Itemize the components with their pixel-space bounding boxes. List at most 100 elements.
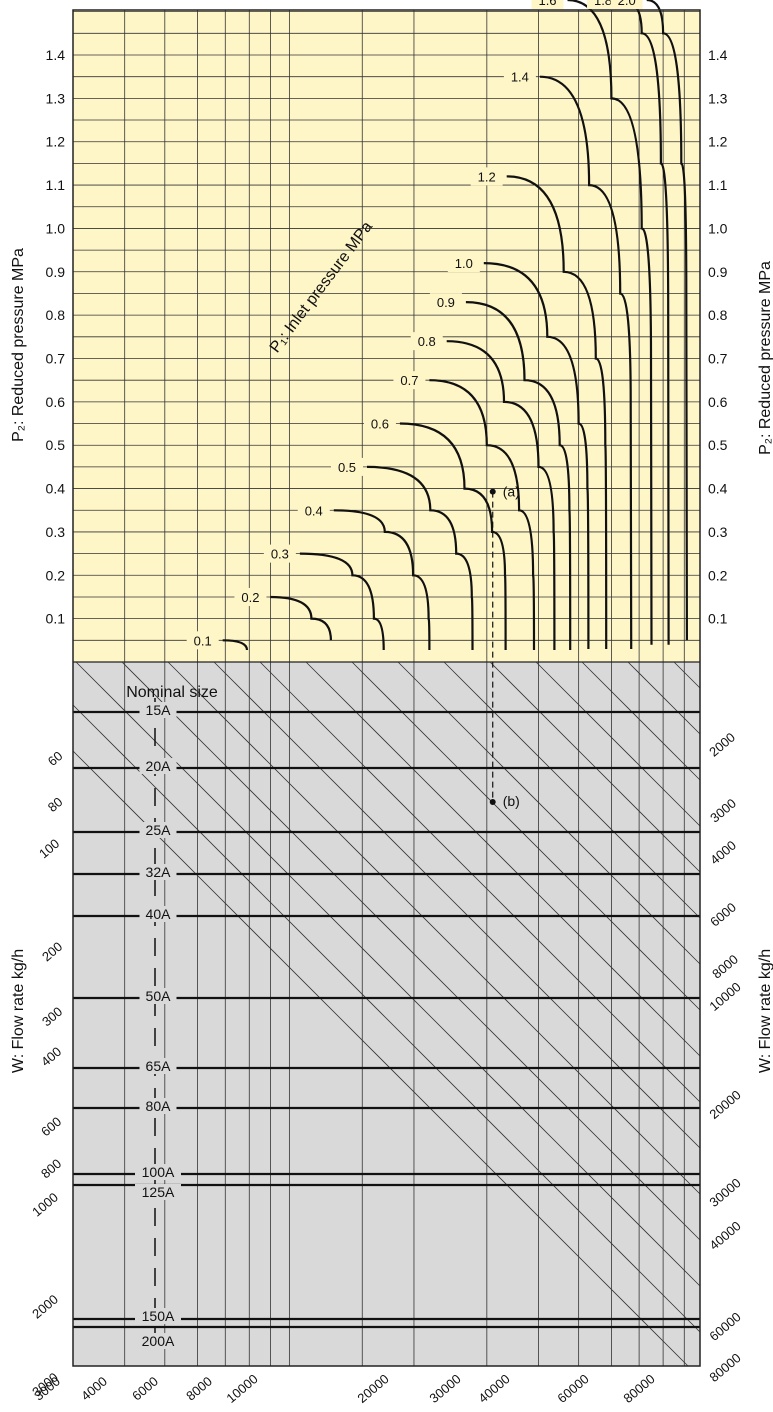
right-flow-tick-2000: 2000: [706, 730, 738, 760]
curve-label-bg: [587, 0, 620, 9]
right-flow-tick-10000: 10000: [706, 979, 743, 1014]
curve-label-0.8: 0.8: [418, 334, 436, 349]
flow-rate-diagonal: [167, 661, 701, 1195]
curve-label-bg: [470, 167, 503, 186]
nominal-size-label-bg: [139, 758, 177, 774]
inlet-curve-0.2: [270, 595, 332, 641]
nominal-size-label-bg: [139, 702, 177, 718]
flow-rate-diagonal: [121, 661, 701, 1241]
x-tick-20000: 20000: [354, 1371, 391, 1406]
curve-label-0.6: 0.6: [371, 417, 389, 432]
point-b: [489, 799, 496, 805]
left-flow-tick-600: 600: [38, 1114, 64, 1139]
y-tick-left-1.4: 1.4: [46, 47, 66, 63]
x-tick-80000: 80000: [620, 1371, 657, 1406]
y-tick-right-0.4: 0.4: [708, 481, 728, 497]
nominal-size-label-bg: [139, 906, 177, 922]
right-flow-tick-20000: 20000: [706, 1087, 743, 1122]
point-a: [489, 488, 496, 495]
y-tick-left-1.3: 1.3: [46, 90, 66, 106]
y-tick-right-0.9: 0.9: [708, 264, 728, 280]
nominal-size-label-15A: 15A: [146, 702, 172, 718]
inlet-curve-1.2: [506, 175, 608, 650]
curve-label-bg: [610, 0, 643, 9]
curve-label-1.4: 1.4: [511, 70, 529, 85]
right-flow-tick-80000: 80000: [706, 1350, 743, 1385]
flow-rate-diagonal: [72, 704, 701, 1333]
nominal-size-label-bg: [139, 988, 177, 1004]
x-tick-4000: 4000: [78, 1374, 110, 1404]
inlet-curve-1.6: [567, 0, 653, 645]
flow-rate-diagonal: [673, 661, 701, 689]
y-tick-left-0.7: 0.7: [46, 351, 66, 367]
x-tick-60000: 60000: [554, 1371, 591, 1406]
inlet-pressure-curves: [222, 0, 688, 651]
y-tick-right-0.3: 0.3: [708, 524, 728, 540]
curve-label-0.5: 0.5: [338, 460, 356, 475]
inlet-curve-0.1: [222, 639, 249, 651]
y-tick-right-1.1: 1.1: [708, 177, 728, 193]
y-tick-left-0.2: 0.2: [46, 567, 66, 583]
nominal-size-label-bg: [135, 1164, 181, 1180]
inlet-curve-0.5: [366, 465, 474, 651]
curve-label-bg: [263, 544, 296, 563]
nominal-size-label-bg: [139, 1058, 177, 1074]
y-tick-right-0.8: 0.8: [708, 307, 728, 323]
y-tick-right-0.1: 0.1: [708, 611, 728, 627]
flow-rate-diagonal: [72, 750, 689, 1367]
nominal-size-label-bg: [139, 864, 177, 880]
left-flow-tick-300: 300: [39, 1004, 65, 1029]
nominal-size-label-40A: 40A: [146, 906, 172, 922]
left-flow-tick-60: 60: [45, 748, 66, 769]
flow-rate-diagonal: [581, 661, 701, 781]
curve-label-bg: [503, 67, 536, 86]
y-tick-right-1.4: 1.4: [708, 47, 728, 63]
flow-title-right: W: Flow rate kg/h: [757, 949, 773, 1073]
left-flow-tick-2000: 2000: [29, 1292, 61, 1322]
y-tick-left-0.8: 0.8: [46, 307, 66, 323]
curve-label-bg: [447, 254, 480, 273]
left-flow-tick-80: 80: [45, 794, 66, 815]
flow-rate-diagonal: [351, 661, 701, 1011]
right-flow-tick-30000: 30000: [706, 1175, 743, 1210]
nominal-size-label-25A: 25A: [146, 822, 172, 838]
curve-label-bg: [234, 587, 267, 606]
nominal-size-label-bg: [139, 1098, 177, 1114]
nominal-size-label-bg: [139, 822, 177, 838]
y-tick-right-0.7: 0.7: [708, 351, 728, 367]
right-flow-tick-8000: 8000: [709, 952, 741, 982]
p2-title-right: P₂: Reduced pressure MPa: [757, 261, 773, 455]
x-tick-6000: 6000: [129, 1374, 161, 1404]
curve-label-0.2: 0.2: [241, 590, 259, 605]
flow-rate-diagonal: [627, 661, 701, 735]
y-tick-right-1.3: 1.3: [708, 90, 728, 106]
y-tick-right-1.0: 1.0: [708, 220, 728, 236]
curve-label-bg: [330, 457, 363, 476]
y-tick-left-1.0: 1.0: [46, 220, 66, 236]
nominal-size-label-80A: 80A: [146, 1098, 172, 1114]
y-tick-right-0.2: 0.2: [708, 567, 728, 583]
y-tick-left-0.5: 0.5: [46, 437, 66, 453]
flow-rate-diagonal: [535, 661, 701, 827]
curve-label-1.2: 1.2: [478, 169, 496, 184]
curve-label-bg: [297, 501, 330, 520]
inlet-curve-0.7: [429, 379, 536, 651]
curve-label-0.3: 0.3: [271, 547, 289, 562]
flow-rate-diagonal: [259, 661, 701, 1103]
y-tick-left-0.9: 0.9: [46, 264, 66, 280]
right-flow-tick-40000: 40000: [706, 1218, 743, 1253]
x-tick-40000: 40000: [475, 1371, 512, 1406]
left-flow-tick-400: 400: [38, 1044, 64, 1069]
curve-label-0.4: 0.4: [305, 503, 323, 518]
curve-label-1.8: 1.8: [594, 0, 612, 8]
diagonal-lines: [72, 661, 701, 1367]
flow-title-left: W: Flow rate kg/h: [10, 949, 27, 1073]
bottom-panel-background: [73, 662, 700, 1366]
curve-label-1.0: 1.0: [455, 256, 473, 271]
nominal-size-label-200A: 200A: [142, 1333, 175, 1349]
curve-label-bg: [393, 371, 426, 390]
y-tick-left-1.2: 1.2: [46, 134, 66, 150]
y-tick-left-0.4: 0.4: [46, 481, 66, 497]
x-tick-30000: 30000: [426, 1371, 463, 1406]
